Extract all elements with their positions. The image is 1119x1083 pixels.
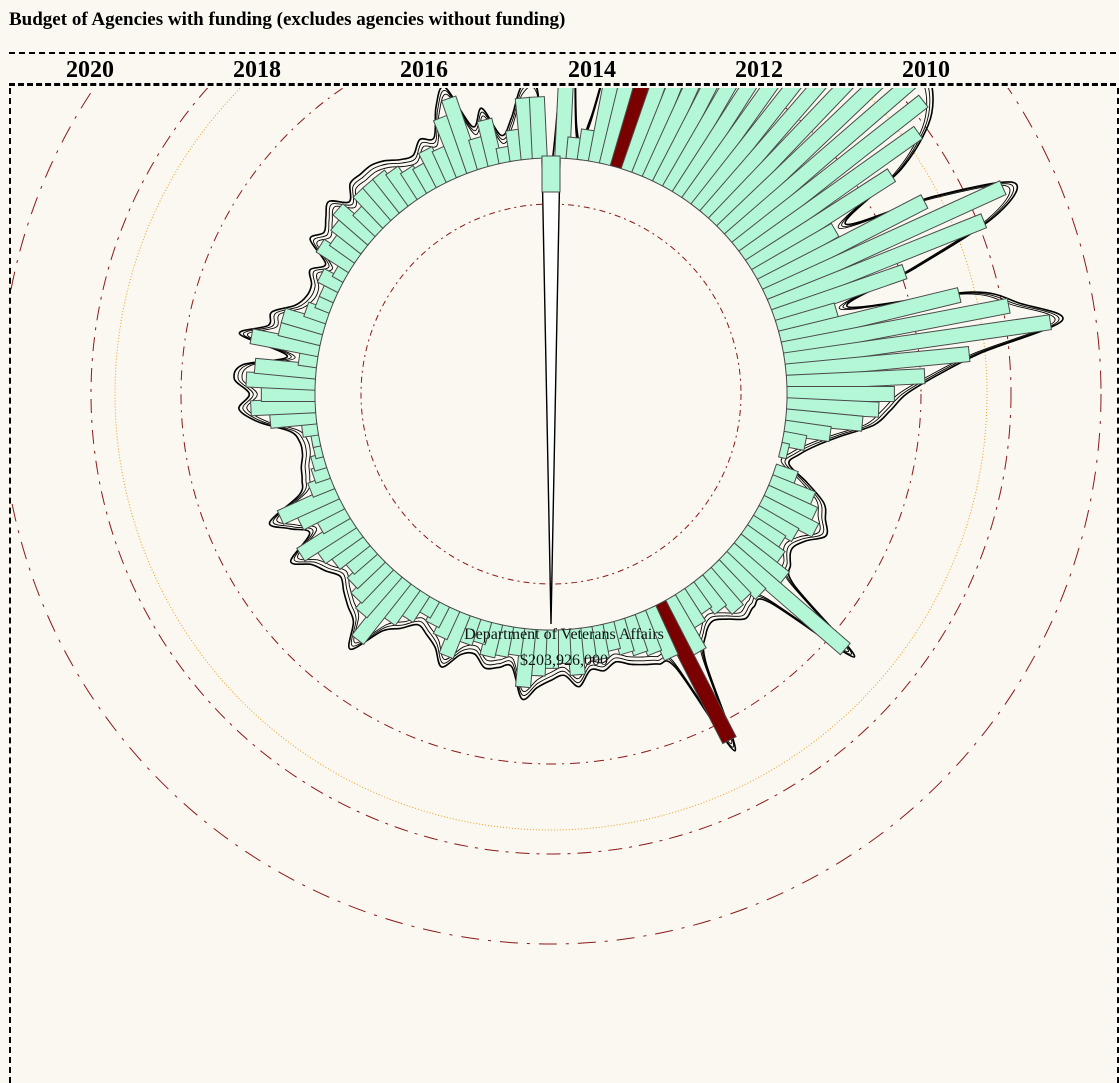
series-outline bbox=[233, 88, 1064, 752]
reference-ring bbox=[11, 88, 1102, 945]
bar[interactable] bbox=[598, 88, 662, 168]
reference-ring bbox=[90, 88, 1012, 855]
bar[interactable] bbox=[554, 88, 581, 160]
bar-mark[interactable] bbox=[707, 88, 895, 230]
bar[interactable] bbox=[276, 484, 341, 526]
bar[interactable] bbox=[723, 542, 851, 656]
bar[interactable] bbox=[631, 88, 841, 179]
bar[interactable] bbox=[780, 297, 1011, 358]
series-outline bbox=[237, 88, 1060, 748]
selected-agency-label: Department of Veterans Affairs bbox=[464, 626, 664, 643]
bar-mark[interactable] bbox=[554, 88, 581, 160]
year-button-2016[interactable]: 2016 bbox=[400, 57, 448, 83]
reference-ring bbox=[180, 88, 922, 765]
bar[interactable] bbox=[476, 117, 504, 168]
selected-spike-group bbox=[541, 155, 561, 625]
outer-ring bbox=[114, 88, 988, 831]
bar-mark[interactable] bbox=[276, 484, 341, 526]
bar[interactable] bbox=[699, 88, 883, 222]
bar-mark[interactable] bbox=[715, 88, 895, 238]
bar-mark[interactable] bbox=[661, 88, 830, 195]
year-button-2014[interactable]: 2014 bbox=[568, 57, 616, 83]
year-selector: 2020 2018 2016 2014 2012 2010 bbox=[9, 52, 1116, 86]
radial-bar-chart: Department of Veterans Affairs $203,926,… bbox=[11, 88, 1102, 945]
highlighted-bar[interactable] bbox=[609, 88, 695, 171]
bar-mark[interactable] bbox=[761, 180, 1007, 304]
bar-mark[interactable] bbox=[598, 88, 662, 168]
bar-mark[interactable] bbox=[723, 542, 851, 656]
bar[interactable] bbox=[731, 94, 929, 255]
bar-mark[interactable] bbox=[784, 346, 971, 380]
bar-mark[interactable] bbox=[651, 599, 737, 745]
bar-mark[interactable] bbox=[671, 88, 852, 201]
bar[interactable] bbox=[756, 194, 929, 294]
bar[interactable] bbox=[761, 180, 1007, 304]
bar[interactable] bbox=[651, 88, 822, 189]
bar-mark[interactable] bbox=[681, 88, 864, 207]
selected-agency-spike[interactable] bbox=[541, 159, 561, 625]
year-button-2010[interactable]: 2010 bbox=[902, 57, 950, 83]
bar[interactable] bbox=[661, 88, 830, 195]
bar[interactable] bbox=[690, 88, 875, 214]
year-button-2012[interactable]: 2012 bbox=[735, 57, 783, 83]
bar[interactable] bbox=[782, 314, 1052, 369]
bar-mark[interactable] bbox=[723, 88, 921, 246]
bar-mark[interactable] bbox=[441, 95, 482, 175]
bar[interactable] bbox=[620, 88, 787, 175]
bar[interactable] bbox=[528, 96, 548, 160]
bar[interactable] bbox=[587, 88, 636, 165]
bar[interactable] bbox=[784, 346, 971, 380]
bar-mark[interactable] bbox=[766, 213, 988, 314]
bar-mark[interactable] bbox=[780, 297, 1011, 358]
bar[interactable] bbox=[738, 125, 924, 264]
bar[interactable] bbox=[766, 213, 988, 314]
year-button-2018[interactable]: 2018 bbox=[233, 57, 281, 83]
bar-mark[interactable] bbox=[587, 88, 636, 165]
bar-mark[interactable] bbox=[620, 88, 787, 175]
bar[interactable] bbox=[681, 88, 864, 207]
bar-mark[interactable] bbox=[770, 263, 908, 325]
bar[interactable] bbox=[707, 88, 895, 230]
bar-mark[interactable] bbox=[731, 94, 929, 255]
bar-group bbox=[245, 88, 1052, 745]
selected-agency-bar[interactable] bbox=[541, 155, 561, 193]
bar[interactable] bbox=[671, 88, 852, 201]
chart-frame: Department of Veterans Affairs $203,926,… bbox=[9, 88, 1119, 1083]
bar-mark[interactable] bbox=[738, 125, 924, 264]
bar[interactable] bbox=[715, 88, 895, 238]
bar-mark[interactable] bbox=[777, 287, 962, 347]
bar[interactable] bbox=[641, 88, 804, 184]
bar-mark[interactable] bbox=[651, 88, 822, 189]
bar[interactable] bbox=[770, 263, 908, 325]
bar[interactable] bbox=[723, 88, 921, 246]
bar[interactable] bbox=[777, 441, 791, 460]
bar-mark[interactable] bbox=[690, 88, 875, 214]
year-button-2020[interactable]: 2020 bbox=[66, 57, 114, 83]
bar-mark[interactable] bbox=[476, 117, 504, 168]
bar[interactable] bbox=[777, 287, 962, 347]
highlighted-bar[interactable] bbox=[651, 599, 737, 745]
bar-mark[interactable] bbox=[631, 88, 841, 179]
bar-mark[interactable] bbox=[528, 96, 548, 160]
bar-mark[interactable] bbox=[777, 441, 791, 460]
page-title: Budget of Agencies with funding (exclude… bbox=[9, 9, 566, 30]
bar-mark[interactable] bbox=[641, 88, 804, 184]
bar[interactable] bbox=[441, 95, 482, 175]
bar-mark[interactable] bbox=[782, 314, 1052, 369]
bar-mark[interactable] bbox=[609, 88, 695, 171]
bar-mark[interactable] bbox=[756, 194, 929, 294]
bar-mark[interactable] bbox=[699, 88, 883, 222]
selected-amount-label: $203,926,000 bbox=[520, 652, 608, 669]
